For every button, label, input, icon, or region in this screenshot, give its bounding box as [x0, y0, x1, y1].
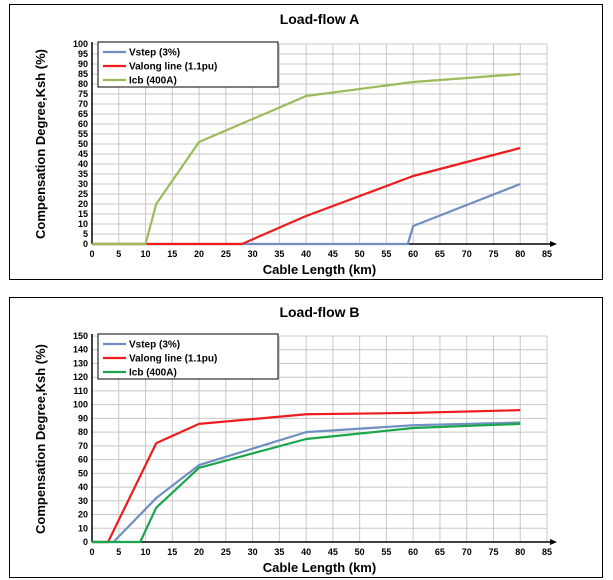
chart-panel-b: Load-flow B 0 5 10 15 20 25 30 35 40 45 50 55 60 65 70 7… [9, 297, 603, 578]
chart-a-x-tick-label: 25 [221, 249, 231, 259]
chart-a-y-tick-label: 70 [78, 99, 88, 109]
chart-b-legend-label-2: Valong line (1.1pu) [129, 354, 217, 365]
chart-a-legend: Vstep (3%) Valong line (1.1pu) Icb (400A) [97, 41, 279, 88]
chart-b-legend: Vstep (3%) Valong line (1.1pu) Icb (400A) [97, 333, 279, 380]
chart-b-x-tick-label: 55 [381, 547, 391, 557]
chart-a-y-tick-label: 100 [73, 39, 88, 49]
chart-b-y-tick-label: 90 [78, 413, 88, 423]
chart-a-y-tick-label: 15 [78, 209, 88, 219]
chart-b-x-tick-label: 50 [355, 547, 365, 557]
chart-a-x-tick-label: 40 [301, 249, 311, 259]
chart-a-y-tick-label: 30 [78, 179, 88, 189]
chart-a-x-tick-label: 15 [167, 249, 177, 259]
chart-a-x-axis-title: Cable Length (km) [263, 262, 376, 277]
chart-a-y-tick-label: 55 [78, 129, 88, 139]
chart-a-legend-box [97, 41, 279, 88]
chart-b-x-tick-label: 20 [194, 547, 204, 557]
chart-b-x-tick-label: 85 [542, 547, 552, 557]
chart-b-y-tick-label: 80 [78, 427, 88, 437]
chart-panel-a: Load-flow A 0 5 10 15 20 25 30 35 40 45 50 55 60 65 70 7… [9, 4, 603, 280]
chart-b-x-tick-label: 30 [248, 547, 258, 557]
chart-a-y-tick-label: 0 [83, 239, 88, 249]
chart-b-y-tick-label: 110 [73, 386, 88, 396]
chart-b-y-tick-label: 40 [78, 482, 88, 492]
chart-a-y-tick-label: 25 [78, 189, 88, 199]
chart-a-y-tick-label: 40 [78, 159, 88, 169]
chart-a-legend-label-2: Valong line (1.1pu) [129, 62, 217, 73]
chart-b-legend-box [97, 333, 279, 380]
chart-b-y-tick-label: 0 [83, 537, 88, 547]
chart-b-y-tick-label: 30 [78, 496, 88, 506]
chart-b-y-tick-label: 130 [73, 358, 88, 368]
chart-a-x-tick-label: 80 [515, 249, 525, 259]
chart-b-y-tick-label: 120 [73, 372, 88, 382]
chart-b-legend-label-3: Icb (400A) [129, 368, 177, 379]
chart-a-x-tick-label: 60 [408, 249, 418, 259]
chart-b-x-tick-label: 65 [435, 547, 445, 557]
chart-a-y-tick-label: 75 [78, 89, 88, 99]
chart-b-x-tick-label: 10 [141, 547, 151, 557]
chart-b-x-tick-label: 25 [221, 547, 231, 557]
chart-b-x-tick-label: 60 [408, 547, 418, 557]
chart-a-y-tick-label: 5 [83, 229, 88, 239]
chart-a-y-tick-label: 80 [78, 79, 88, 89]
chart-a-y-tick-label: 60 [78, 119, 88, 129]
chart-a-y-tick-label: 10 [78, 219, 88, 229]
chart-a-series-line-3 [92, 72, 521, 246]
chart-a-series-line-2 [92, 146, 521, 246]
chart-b-x-tick-label: 75 [488, 547, 498, 557]
chart-b-y-tick-label: 140 [73, 345, 88, 355]
chart-b-y-tick-label: 60 [78, 455, 88, 465]
chart-b-x-tick-label: 40 [301, 547, 311, 557]
chart-a-x-tick-label: 10 [141, 249, 151, 259]
chart-a-x-tick-label: 50 [355, 249, 365, 259]
chart-a-x-tick-label: 35 [274, 249, 284, 259]
chart-a-y-tick-label: 90 [78, 59, 88, 69]
chart-b-y-tick-label: 100 [73, 400, 88, 410]
chart-a-y-tick-label: 50 [78, 139, 88, 149]
chart-a-y-tick-label: 20 [78, 199, 88, 209]
chart-b-series-line-3 [92, 422, 521, 544]
chart-a-x-tick-label: 55 [381, 249, 391, 259]
chart-a-x-tick-label: 70 [462, 249, 472, 259]
chart-a-y-tick-label: 35 [78, 169, 88, 179]
chart-b-x-tick-label: 5 [116, 547, 121, 557]
chart-a-y-axis-title: Compensation Degree,Ksh (%) [33, 49, 48, 239]
chart-b-y-tick-label: 10 [78, 523, 88, 533]
chart-a-x-tick-label: 5 [116, 249, 121, 259]
chart-a-x-tick-label: 0 [89, 249, 94, 259]
chart-b-y-tick-label: 70 [78, 441, 88, 451]
chart-b-x-tick-label: 80 [515, 547, 525, 557]
chart-a-y-tick-label: 95 [78, 49, 88, 59]
chart-b-legend-label-1: Vstep (3%) [129, 340, 180, 351]
chart-a-series-line-1 [92, 182, 521, 246]
chart-a-x-tick-label: 85 [542, 249, 552, 259]
chart-a-x-axis-arrow [550, 241, 557, 247]
chart-b-x-tick-label: 35 [274, 547, 284, 557]
chart-a-title: Load-flow A [280, 11, 360, 27]
chart-a-legend-label-1: Vstep (3%) [129, 48, 180, 59]
chart-a-y-tick-label: 85 [78, 69, 88, 79]
chart-b-y-tick-label: 50 [78, 468, 88, 478]
chart-b-y-tick-label: 150 [73, 331, 88, 341]
chart-b-x-axis-arrow [550, 539, 557, 545]
chart-a-x-tick-label: 45 [328, 249, 338, 259]
chart-b-x-tick-label: 70 [462, 547, 472, 557]
chart-b-y-axis-title: Compensation Degree,Ksh (%) [33, 344, 48, 534]
chart-a-x-tick-label: 65 [435, 249, 445, 259]
chart-b-title: Load-flow B [279, 304, 359, 320]
chart-a-y-tick-label: 45 [78, 149, 88, 159]
chart-b-y-tick-label: 20 [78, 510, 88, 520]
chart-b-x-tick-label: 45 [328, 547, 338, 557]
chart-b-x-tick-label: 15 [167, 547, 177, 557]
chart-b-x-tick-label: 0 [89, 547, 94, 557]
chart-a-y-tick-label: 65 [78, 109, 88, 119]
chart-a-x-tick-label: 75 [488, 249, 498, 259]
chart-a-legend-label-3: Icb (400A) [129, 76, 177, 87]
chart-a-x-tick-label: 30 [248, 249, 258, 259]
chart-a-x-tick-label: 20 [194, 249, 204, 259]
chart-a-svg: Load-flow A0 5 10 15 20 25 30 35 40 45 50 55 60 65 70 7… [33, 11, 557, 277]
chart-b-x-axis-title: Cable Length (km) [263, 560, 376, 575]
chart-b-svg: Load-flow B 0 5 10 15 20 25 30 35 40 45 50 55 60 65 70 7… [33, 304, 557, 575]
